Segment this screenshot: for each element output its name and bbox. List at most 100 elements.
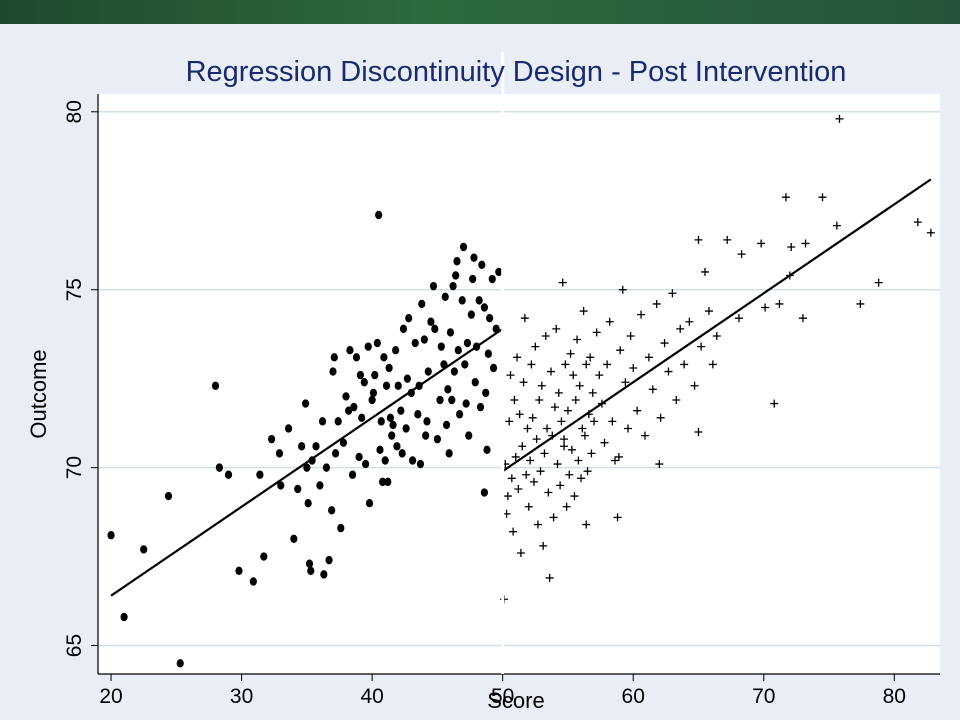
data-point <box>560 442 569 451</box>
data-point <box>386 413 395 423</box>
data-point <box>446 328 455 337</box>
data-point <box>420 335 428 344</box>
data-point <box>573 335 582 344</box>
data-point <box>368 395 376 405</box>
data-point <box>325 555 333 565</box>
data-point <box>520 314 529 323</box>
data-point <box>530 477 539 486</box>
data-point <box>437 342 445 351</box>
y-axis-label: Outcome <box>26 349 51 438</box>
data-point <box>519 378 528 387</box>
x-tick-label: 20 <box>99 685 122 708</box>
data-point <box>618 285 627 294</box>
fit-line <box>110 327 504 597</box>
data-point <box>422 431 430 440</box>
data-point <box>781 193 790 202</box>
data-point <box>215 463 224 472</box>
data-point <box>294 484 302 494</box>
data-point <box>565 470 574 479</box>
data-point <box>874 278 883 287</box>
y-tick-label: 70 <box>63 456 86 479</box>
data-point <box>704 307 713 316</box>
data-point <box>339 438 348 447</box>
data-point <box>393 442 401 451</box>
data-point <box>418 299 426 309</box>
chart: 65 70 75 80 20 30 40 50 60 70 80 Regression Discon… <box>26 52 940 713</box>
data-point <box>414 410 422 419</box>
data-point <box>633 406 642 415</box>
data-point <box>557 417 566 426</box>
data-point <box>770 399 779 408</box>
data-point <box>527 360 536 369</box>
data-point <box>449 281 457 291</box>
data-point <box>578 424 587 433</box>
data-point <box>362 459 370 469</box>
data-point <box>600 438 609 447</box>
data-point <box>523 424 532 433</box>
data-point <box>256 470 264 479</box>
data-point <box>392 345 400 355</box>
data-point <box>415 381 423 390</box>
data-point <box>318 417 327 426</box>
data-point <box>672 396 681 405</box>
data-point <box>312 442 320 451</box>
data-point <box>656 413 665 422</box>
data-point <box>458 296 466 305</box>
data-point <box>442 420 451 430</box>
data-point <box>566 349 575 358</box>
data-point <box>540 449 549 458</box>
data-point <box>472 342 481 351</box>
data-point <box>445 449 453 458</box>
data-point <box>798 314 807 323</box>
data-point <box>350 402 358 412</box>
data-point <box>348 470 357 479</box>
data-point <box>590 417 599 426</box>
data-point <box>577 474 586 483</box>
data-point <box>624 424 633 433</box>
data-point <box>463 338 472 348</box>
data-point <box>546 367 555 376</box>
data-point <box>305 559 314 568</box>
data-point <box>655 460 664 469</box>
data-point <box>436 395 444 405</box>
data-point <box>356 370 364 380</box>
data-point <box>558 278 567 287</box>
data-point <box>543 424 552 433</box>
data-point <box>176 659 184 668</box>
data-point <box>787 243 796 252</box>
data-point <box>734 314 743 323</box>
data-point <box>482 388 490 398</box>
data-points <box>107 114 935 668</box>
data-point <box>389 420 397 430</box>
y-tick-label: 80 <box>63 100 86 123</box>
data-point <box>913 218 922 227</box>
data-point <box>516 549 525 558</box>
data-point <box>407 388 415 398</box>
data-point <box>567 445 576 454</box>
data-point <box>235 566 243 576</box>
data-point <box>570 492 579 501</box>
data-point <box>140 545 148 554</box>
data-point <box>560 435 569 444</box>
data-point <box>478 260 486 269</box>
data-point <box>249 577 257 586</box>
data-point <box>275 449 284 458</box>
data-point <box>621 378 630 387</box>
data-point <box>832 221 841 230</box>
data-point <box>505 417 514 426</box>
x-tick-label: 50 <box>491 685 514 708</box>
data-point <box>582 360 591 369</box>
data-point <box>431 324 439 334</box>
data-point <box>531 342 540 351</box>
data-point <box>371 370 379 380</box>
data-point <box>708 360 717 369</box>
data-point <box>470 253 478 262</box>
data-point <box>640 431 649 440</box>
data-point <box>613 513 622 522</box>
data-point <box>610 456 619 465</box>
data-point <box>509 527 518 536</box>
data-point <box>476 402 485 412</box>
data-point <box>423 417 431 426</box>
data-point <box>697 342 706 351</box>
data-point <box>511 452 520 461</box>
